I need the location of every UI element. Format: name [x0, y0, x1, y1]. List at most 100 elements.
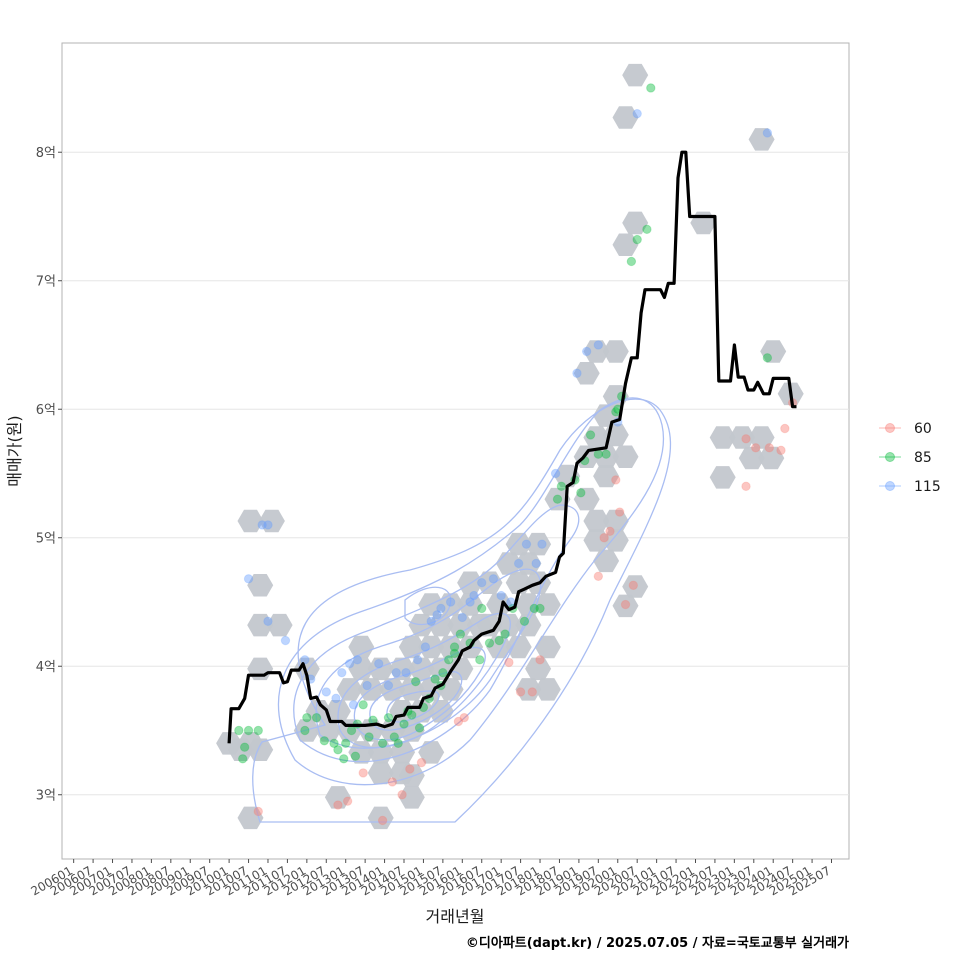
- point-60: [764, 443, 775, 453]
- hexbin-cell: [525, 532, 552, 556]
- point-115: [537, 539, 547, 549]
- point-85: [389, 732, 399, 742]
- point-115: [531, 558, 541, 569]
- point-60: [776, 445, 786, 456]
- point-85: [410, 676, 421, 687]
- y-tick-label: 7억: [36, 275, 56, 290]
- hexbin-cell: [398, 635, 425, 659]
- point-85: [626, 256, 637, 267]
- hexbin-cell: [408, 700, 435, 723]
- hexbin-cell: [324, 786, 351, 809]
- point-85: [234, 725, 244, 736]
- point-60: [253, 806, 263, 817]
- point-60: [342, 796, 353, 806]
- y-tick-label: 5억: [36, 532, 56, 547]
- density-contour: [252, 398, 672, 823]
- point-85: [253, 725, 263, 736]
- hexbin-cell: [389, 741, 416, 764]
- point-85: [576, 488, 586, 498]
- hexbin-cell: [602, 340, 629, 363]
- point-60: [741, 481, 751, 492]
- hexbin-cell: [534, 593, 561, 616]
- point-115: [362, 680, 372, 691]
- point-60: [615, 507, 625, 517]
- point-85: [430, 674, 440, 684]
- hexbin-cell: [709, 426, 736, 449]
- point-85: [414, 723, 425, 733]
- point-85: [519, 616, 530, 626]
- hexbin-cell: [447, 613, 474, 637]
- point-115: [513, 558, 524, 569]
- point-115: [321, 687, 331, 697]
- hexbin-cell: [583, 529, 610, 552]
- hexbin-cell: [348, 635, 375, 659]
- hexbin-cell: [612, 106, 639, 129]
- point-60: [453, 716, 464, 727]
- point-60: [405, 764, 415, 774]
- point-85: [632, 234, 642, 245]
- panel-frame: [61, 42, 850, 860]
- point-60: [504, 657, 514, 668]
- hexbin-cell: [476, 571, 503, 594]
- point-85: [319, 736, 330, 746]
- legend-label-85: 85: [914, 450, 932, 466]
- hexbin-cell: [305, 700, 332, 723]
- legend: 60 85 115: [879, 421, 941, 495]
- point-85: [762, 353, 773, 363]
- legend-label-60: 60: [914, 421, 932, 437]
- point-85: [300, 725, 310, 736]
- hexbin-cell: [247, 738, 274, 761]
- point-85: [552, 494, 563, 504]
- point-85: [438, 667, 448, 678]
- point-85: [393, 738, 403, 749]
- point-85: [535, 603, 545, 614]
- hexbin-cell: [367, 806, 394, 830]
- point-85: [646, 83, 656, 93]
- hexbin-cell: [505, 635, 532, 659]
- point-85: [601, 449, 611, 459]
- point-115: [374, 658, 384, 669]
- point-85: [243, 725, 254, 736]
- hexbin-cell: [457, 593, 484, 616]
- x-axis: 2006012006072007012007072008012008072009…: [28, 859, 833, 899]
- point-85: [484, 638, 495, 648]
- hexbin-cell: [729, 426, 756, 449]
- hexbin-cell: [612, 594, 639, 618]
- hexbin-cell: [612, 445, 639, 468]
- y-tick-label: 6억: [36, 403, 56, 418]
- hexbin-cell: [573, 362, 600, 385]
- point-85: [556, 481, 567, 492]
- point-115: [263, 520, 273, 530]
- point-115: [457, 612, 468, 623]
- y-axis-title: 매매가(원): [5, 415, 24, 486]
- point-85: [238, 754, 248, 764]
- point-60: [611, 475, 621, 485]
- median-price-line: [227, 150, 797, 744]
- hexbin-cell: [593, 464, 620, 488]
- hexbin-cell: [748, 128, 775, 151]
- hexbin-cell: [427, 613, 454, 637]
- point-85: [585, 430, 596, 440]
- point-85: [350, 751, 361, 761]
- density-contour: [353, 646, 486, 741]
- point-85: [443, 655, 454, 665]
- hexbin-cell: [237, 509, 264, 533]
- point-115: [263, 616, 273, 626]
- point-60: [515, 687, 526, 697]
- point-60: [751, 443, 761, 453]
- point-85: [377, 738, 388, 749]
- hexbin-cell: [418, 635, 445, 659]
- hexbin-cell: [447, 657, 474, 681]
- hexbin-cell: [748, 426, 775, 449]
- x-axis-title: 거래년월: [426, 907, 485, 926]
- y-tick-label: 3억: [36, 789, 56, 804]
- hexbin-cell: [398, 786, 425, 809]
- legend-key-60: [885, 423, 895, 433]
- legend-key-115: [885, 481, 895, 491]
- hexbin-cell: [709, 466, 736, 489]
- hexbin-cell: [602, 529, 629, 552]
- y-axis: 3억 4억 5억 6억 7억 8억: [36, 146, 62, 804]
- point-115: [257, 520, 267, 530]
- point-85: [311, 712, 322, 723]
- point-85: [358, 700, 368, 710]
